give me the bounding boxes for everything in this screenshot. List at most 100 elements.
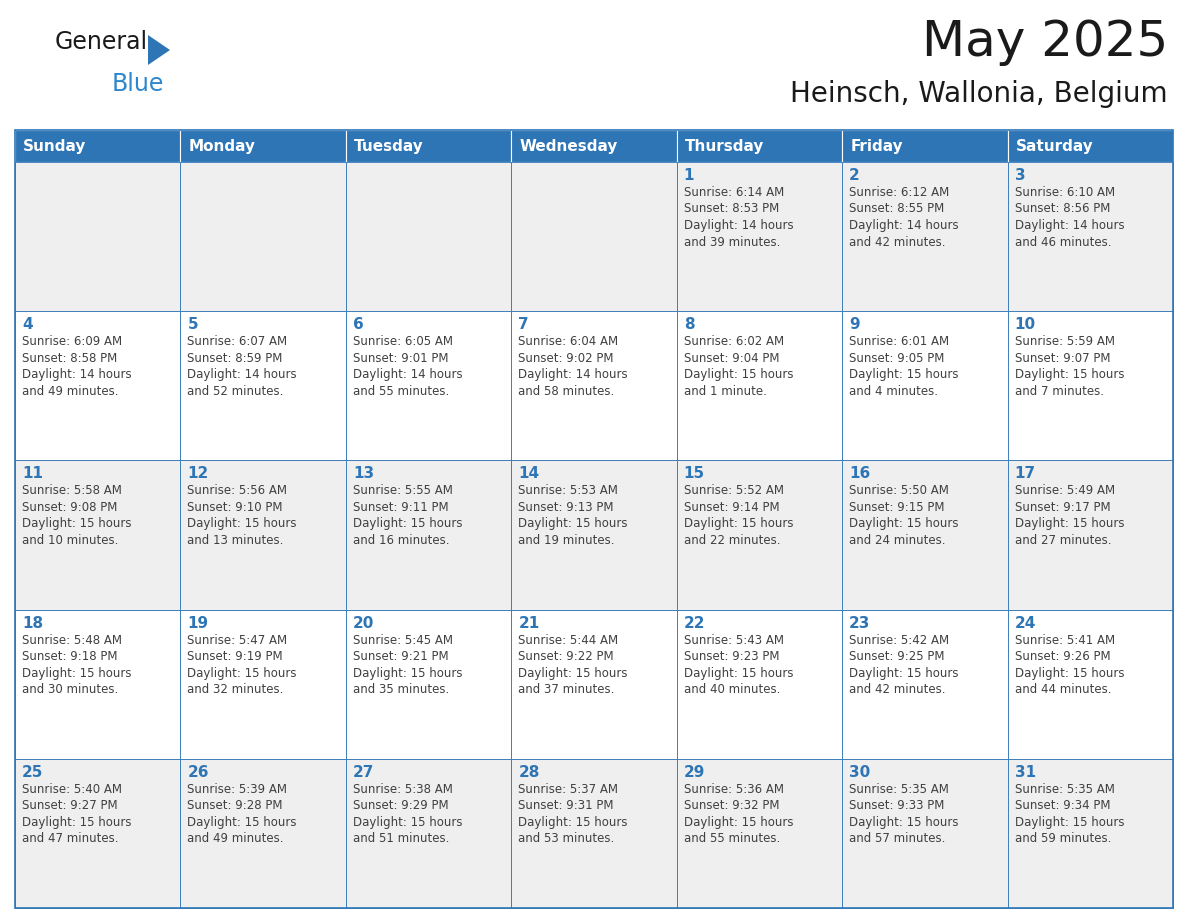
Text: 5: 5 [188, 318, 198, 332]
Text: Sunrise: 5:48 AM
Sunset: 9:18 PM
Daylight: 15 hours
and 30 minutes.: Sunrise: 5:48 AM Sunset: 9:18 PM Dayligh… [23, 633, 132, 696]
Text: Friday: Friday [851, 139, 903, 153]
Bar [15, 759, 181, 908]
Bar [15, 130, 1173, 908]
Text: Sunrise: 5:40 AM
Sunset: 9:27 PM
Daylight: 15 hours
and 47 minutes.: Sunrise: 5:40 AM Sunset: 9:27 PM Dayligh… [23, 783, 132, 845]
Text: 1: 1 [684, 168, 694, 183]
Bar [842, 311, 1007, 461]
Text: 8: 8 [684, 318, 694, 332]
Bar [346, 162, 511, 311]
Text: 14: 14 [518, 466, 539, 481]
Bar [842, 162, 1007, 311]
Text: Sunrise: 5:55 AM
Sunset: 9:11 PM
Daylight: 15 hours
and 16 minutes.: Sunrise: 5:55 AM Sunset: 9:11 PM Dayligh… [353, 485, 462, 547]
Bar [511, 610, 677, 759]
Text: 11: 11 [23, 466, 43, 481]
Text: 12: 12 [188, 466, 209, 481]
Text: Sunrise: 5:47 AM
Sunset: 9:19 PM
Daylight: 15 hours
and 32 minutes.: Sunrise: 5:47 AM Sunset: 9:19 PM Dayligh… [188, 633, 297, 696]
Text: 15: 15 [684, 466, 704, 481]
Text: 3: 3 [1015, 168, 1025, 183]
Bar [677, 610, 842, 759]
Bar [346, 130, 511, 162]
Text: Sunrise: 6:07 AM
Sunset: 8:59 PM
Daylight: 14 hours
and 52 minutes.: Sunrise: 6:07 AM Sunset: 8:59 PM Dayligh… [188, 335, 297, 397]
Text: 22: 22 [684, 616, 706, 631]
Text: 9: 9 [849, 318, 860, 332]
Text: Sunrise: 5:45 AM
Sunset: 9:21 PM
Daylight: 15 hours
and 35 minutes.: Sunrise: 5:45 AM Sunset: 9:21 PM Dayligh… [353, 633, 462, 696]
Bar [511, 461, 677, 610]
Bar [677, 162, 842, 311]
Bar [346, 759, 511, 908]
Text: 20: 20 [353, 616, 374, 631]
Bar [677, 461, 842, 610]
Bar [181, 311, 346, 461]
Text: Sunrise: 5:37 AM
Sunset: 9:31 PM
Daylight: 15 hours
and 53 minutes.: Sunrise: 5:37 AM Sunset: 9:31 PM Dayligh… [518, 783, 627, 845]
Bar [346, 610, 511, 759]
Text: Sunrise: 6:04 AM
Sunset: 9:02 PM
Daylight: 14 hours
and 58 minutes.: Sunrise: 6:04 AM Sunset: 9:02 PM Dayligh… [518, 335, 628, 397]
Bar [15, 162, 181, 311]
Text: Sunrise: 5:53 AM
Sunset: 9:13 PM
Daylight: 15 hours
and 19 minutes.: Sunrise: 5:53 AM Sunset: 9:13 PM Dayligh… [518, 485, 627, 547]
Bar [677, 130, 842, 162]
Polygon shape [148, 35, 170, 65]
Bar [842, 610, 1007, 759]
Bar [15, 311, 181, 461]
Bar [511, 311, 677, 461]
Bar [346, 461, 511, 610]
Text: Sunrise: 6:10 AM
Sunset: 8:56 PM
Daylight: 14 hours
and 46 minutes.: Sunrise: 6:10 AM Sunset: 8:56 PM Dayligh… [1015, 186, 1124, 249]
Text: 7: 7 [518, 318, 529, 332]
Text: Sunrise: 6:05 AM
Sunset: 9:01 PM
Daylight: 14 hours
and 55 minutes.: Sunrise: 6:05 AM Sunset: 9:01 PM Dayligh… [353, 335, 462, 397]
Bar [1007, 130, 1173, 162]
Text: Sunrise: 5:41 AM
Sunset: 9:26 PM
Daylight: 15 hours
and 44 minutes.: Sunrise: 5:41 AM Sunset: 9:26 PM Dayligh… [1015, 633, 1124, 696]
Text: Sunrise: 5:36 AM
Sunset: 9:32 PM
Daylight: 15 hours
and 55 minutes.: Sunrise: 5:36 AM Sunset: 9:32 PM Dayligh… [684, 783, 794, 845]
Text: 19: 19 [188, 616, 209, 631]
Text: Thursday: Thursday [684, 139, 764, 153]
Text: 4: 4 [23, 318, 32, 332]
Text: Sunrise: 5:59 AM
Sunset: 9:07 PM
Daylight: 15 hours
and 7 minutes.: Sunrise: 5:59 AM Sunset: 9:07 PM Dayligh… [1015, 335, 1124, 397]
Text: 29: 29 [684, 765, 706, 779]
Text: 13: 13 [353, 466, 374, 481]
Bar [511, 162, 677, 311]
Text: 16: 16 [849, 466, 871, 481]
Text: 21: 21 [518, 616, 539, 631]
Text: Sunrise: 6:02 AM
Sunset: 9:04 PM
Daylight: 15 hours
and 1 minute.: Sunrise: 6:02 AM Sunset: 9:04 PM Dayligh… [684, 335, 794, 397]
Text: 31: 31 [1015, 765, 1036, 779]
Text: Sunrise: 5:42 AM
Sunset: 9:25 PM
Daylight: 15 hours
and 42 minutes.: Sunrise: 5:42 AM Sunset: 9:25 PM Dayligh… [849, 633, 959, 696]
Text: 28: 28 [518, 765, 539, 779]
Bar [1007, 610, 1173, 759]
Text: Sunrise: 5:49 AM
Sunset: 9:17 PM
Daylight: 15 hours
and 27 minutes.: Sunrise: 5:49 AM Sunset: 9:17 PM Dayligh… [1015, 485, 1124, 547]
Text: Sunrise: 5:56 AM
Sunset: 9:10 PM
Daylight: 15 hours
and 13 minutes.: Sunrise: 5:56 AM Sunset: 9:10 PM Dayligh… [188, 485, 297, 547]
Bar [181, 130, 346, 162]
Text: Blue: Blue [112, 72, 164, 96]
Text: Sunrise: 6:14 AM
Sunset: 8:53 PM
Daylight: 14 hours
and 39 minutes.: Sunrise: 6:14 AM Sunset: 8:53 PM Dayligh… [684, 186, 794, 249]
Text: 25: 25 [23, 765, 44, 779]
Text: Sunrise: 6:09 AM
Sunset: 8:58 PM
Daylight: 14 hours
and 49 minutes.: Sunrise: 6:09 AM Sunset: 8:58 PM Dayligh… [23, 335, 132, 397]
Text: Sunrise: 5:44 AM
Sunset: 9:22 PM
Daylight: 15 hours
and 37 minutes.: Sunrise: 5:44 AM Sunset: 9:22 PM Dayligh… [518, 633, 627, 696]
Text: Wednesday: Wednesday [519, 139, 618, 153]
Bar [1007, 311, 1173, 461]
Text: Sunrise: 5:35 AM
Sunset: 9:34 PM
Daylight: 15 hours
and 59 minutes.: Sunrise: 5:35 AM Sunset: 9:34 PM Dayligh… [1015, 783, 1124, 845]
Bar [677, 311, 842, 461]
Bar [842, 461, 1007, 610]
Bar [181, 461, 346, 610]
Text: General: General [55, 30, 148, 54]
Text: 30: 30 [849, 765, 871, 779]
Bar [181, 759, 346, 908]
Bar [346, 311, 511, 461]
Bar [15, 461, 181, 610]
Bar [181, 162, 346, 311]
Bar [181, 610, 346, 759]
Text: 2: 2 [849, 168, 860, 183]
Text: May 2025: May 2025 [922, 18, 1168, 66]
Text: Heinsch, Wallonia, Belgium: Heinsch, Wallonia, Belgium [790, 80, 1168, 108]
Text: Tuesday: Tuesday [354, 139, 424, 153]
Text: 27: 27 [353, 765, 374, 779]
Text: Sunrise: 6:12 AM
Sunset: 8:55 PM
Daylight: 14 hours
and 42 minutes.: Sunrise: 6:12 AM Sunset: 8:55 PM Dayligh… [849, 186, 959, 249]
Text: Sunrise: 5:39 AM
Sunset: 9:28 PM
Daylight: 15 hours
and 49 minutes.: Sunrise: 5:39 AM Sunset: 9:28 PM Dayligh… [188, 783, 297, 845]
Text: Sunrise: 5:38 AM
Sunset: 9:29 PM
Daylight: 15 hours
and 51 minutes.: Sunrise: 5:38 AM Sunset: 9:29 PM Dayligh… [353, 783, 462, 845]
Bar [1007, 162, 1173, 311]
Text: 24: 24 [1015, 616, 1036, 631]
Text: 6: 6 [353, 318, 364, 332]
Text: Sunday: Sunday [23, 139, 87, 153]
Text: 18: 18 [23, 616, 43, 631]
Text: Sunrise: 5:35 AM
Sunset: 9:33 PM
Daylight: 15 hours
and 57 minutes.: Sunrise: 5:35 AM Sunset: 9:33 PM Dayligh… [849, 783, 959, 845]
Text: Sunrise: 5:50 AM
Sunset: 9:15 PM
Daylight: 15 hours
and 24 minutes.: Sunrise: 5:50 AM Sunset: 9:15 PM Dayligh… [849, 485, 959, 547]
Bar [15, 610, 181, 759]
Text: Sunrise: 5:52 AM
Sunset: 9:14 PM
Daylight: 15 hours
and 22 minutes.: Sunrise: 5:52 AM Sunset: 9:14 PM Dayligh… [684, 485, 794, 547]
